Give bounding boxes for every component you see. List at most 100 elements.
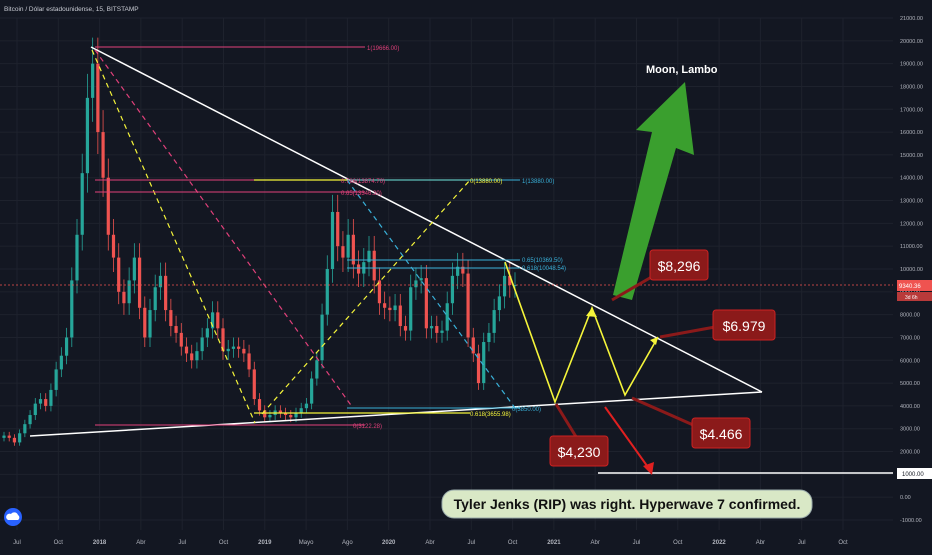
candle-body: [304, 403, 309, 409]
candle-body: [252, 369, 256, 400]
candle-body: [310, 378, 314, 404]
y-tick-label: 14000.00: [900, 176, 923, 182]
candle-body: [414, 280, 418, 288]
fib-label-yellow-bottom: 0.618(3655.98): [470, 412, 511, 418]
yellow-dashed-up: [261, 179, 471, 415]
x-tick-label: Oct: [54, 540, 64, 546]
candle-body: [278, 410, 282, 413]
candle-body: [70, 280, 74, 338]
candle-body: [164, 275, 168, 311]
candle-body: [184, 346, 189, 354]
y-tick-label: 5000.00: [900, 381, 920, 387]
callout-text-4466: $4.466: [700, 426, 743, 442]
candle-body: [153, 287, 157, 311]
support-level-badge: [897, 468, 932, 479]
candle-body: [18, 433, 22, 443]
callout-pointer-4230: [554, 403, 580, 441]
candle-body: [226, 348, 230, 352]
time-axis[interactable]: Jul Oct 2018 Abr Jul Oct 2019 Mayo Ago 2020 Abr Jul…: [13, 540, 848, 546]
candle-body: [169, 310, 173, 327]
candle-body: [409, 287, 413, 331]
y-tick-label: 19000.00: [900, 62, 923, 68]
candle-body: [122, 291, 126, 304]
candle-body: [403, 326, 408, 331]
candle-body: [377, 280, 382, 304]
candle-body: [257, 399, 262, 411]
yellow-dashed-down: [91, 49, 256, 424]
y-tick-label: 18000.00: [900, 84, 923, 90]
callout-pointer-8296: [611, 273, 656, 302]
candle-body: [497, 296, 501, 311]
candle-body: [283, 412, 288, 416]
candle-body: [356, 264, 361, 274]
candle-body: [424, 278, 428, 329]
x-tick-label: Abr: [756, 540, 765, 546]
candle-body: [7, 435, 11, 438]
y-tick-label: 2000.00: [900, 450, 920, 456]
candle-body: [158, 275, 163, 288]
y-tick-label: 6000.00: [900, 358, 920, 364]
candle-body: [179, 332, 183, 347]
candle-body: [502, 275, 507, 297]
last-price-badge: [897, 280, 932, 291]
y-tick-label: -1000.00: [900, 518, 922, 524]
candle-body: [419, 278, 423, 281]
x-tick-label: Abr: [425, 540, 434, 546]
candle-body: [289, 415, 293, 418]
candle-body: [80, 173, 84, 235]
support-trendline: [29, 391, 763, 437]
callout-box-4466: [691, 417, 751, 449]
candle-body: [294, 412, 298, 418]
y-tick-label: 10000.00: [900, 267, 923, 273]
x-tick-label: 2018: [93, 540, 107, 546]
x-tick-label: 2021: [547, 540, 561, 546]
candle-body: [299, 408, 303, 413]
candle-body: [195, 351, 199, 361]
price-axis[interactable]: 21000.00 20000.00 19000.00 18000.00 17000.00…: [893, 0, 932, 550]
candle-body: [28, 415, 32, 425]
y-tick-label: 0.00: [900, 495, 911, 501]
cloud-glyph: [6, 512, 20, 520]
y-tick-label: 12000.00: [900, 221, 923, 227]
candle-body: [148, 310, 152, 338]
countdown-badge: [897, 292, 932, 301]
candle-body: [2, 435, 6, 438]
zigzag-arrow-head-2: [586, 308, 597, 317]
candle-body: [127, 280, 131, 304]
candle-body: [492, 310, 496, 333]
support-level-value: 1000.00: [902, 472, 924, 478]
candle-body: [487, 332, 491, 343]
x-tick-label: 2022: [712, 540, 726, 546]
candle-body: [341, 246, 345, 258]
fib-label-cyan-top: 1(13880.00): [522, 179, 554, 185]
y-tick-label: 4000.00: [900, 404, 920, 410]
callout-text-4230: $4,230: [558, 444, 601, 460]
candle-body: [231, 346, 236, 349]
candle-body: [23, 424, 27, 434]
y-tick-label: 20000.00: [900, 39, 923, 45]
candle-body: [117, 257, 121, 292]
y-tick-label: 11000.00: [900, 244, 923, 250]
candle-body: [59, 355, 63, 370]
candles-layer: [2, 37, 517, 446]
candle-body: [346, 234, 350, 258]
price-axis-bg: [893, 0, 932, 550]
callout-text-8296: $8,296: [658, 258, 701, 274]
candle-body: [471, 337, 475, 354]
candle-body: [85, 97, 90, 174]
candle-body: [263, 410, 267, 418]
fib-label-cyan-a: 0.65(10369.50): [522, 258, 563, 264]
candle-body: [210, 312, 215, 329]
y-tick-label: 13000.00: [900, 199, 923, 205]
resistance-trendline: [90, 46, 763, 393]
x-tick-label: Mayo: [299, 540, 314, 546]
candle-body: [367, 250, 371, 263]
moon-lambo-annotation: Moon, Lambo: [646, 64, 718, 76]
fib-label-pink-mid-b: 0.65(13346.30): [341, 191, 382, 197]
candle-body: [461, 266, 465, 274]
candle-body: [320, 314, 324, 361]
x-tick-label: Jul: [13, 540, 21, 546]
fib-label-pink-top: 1(19666.00): [367, 46, 399, 52]
